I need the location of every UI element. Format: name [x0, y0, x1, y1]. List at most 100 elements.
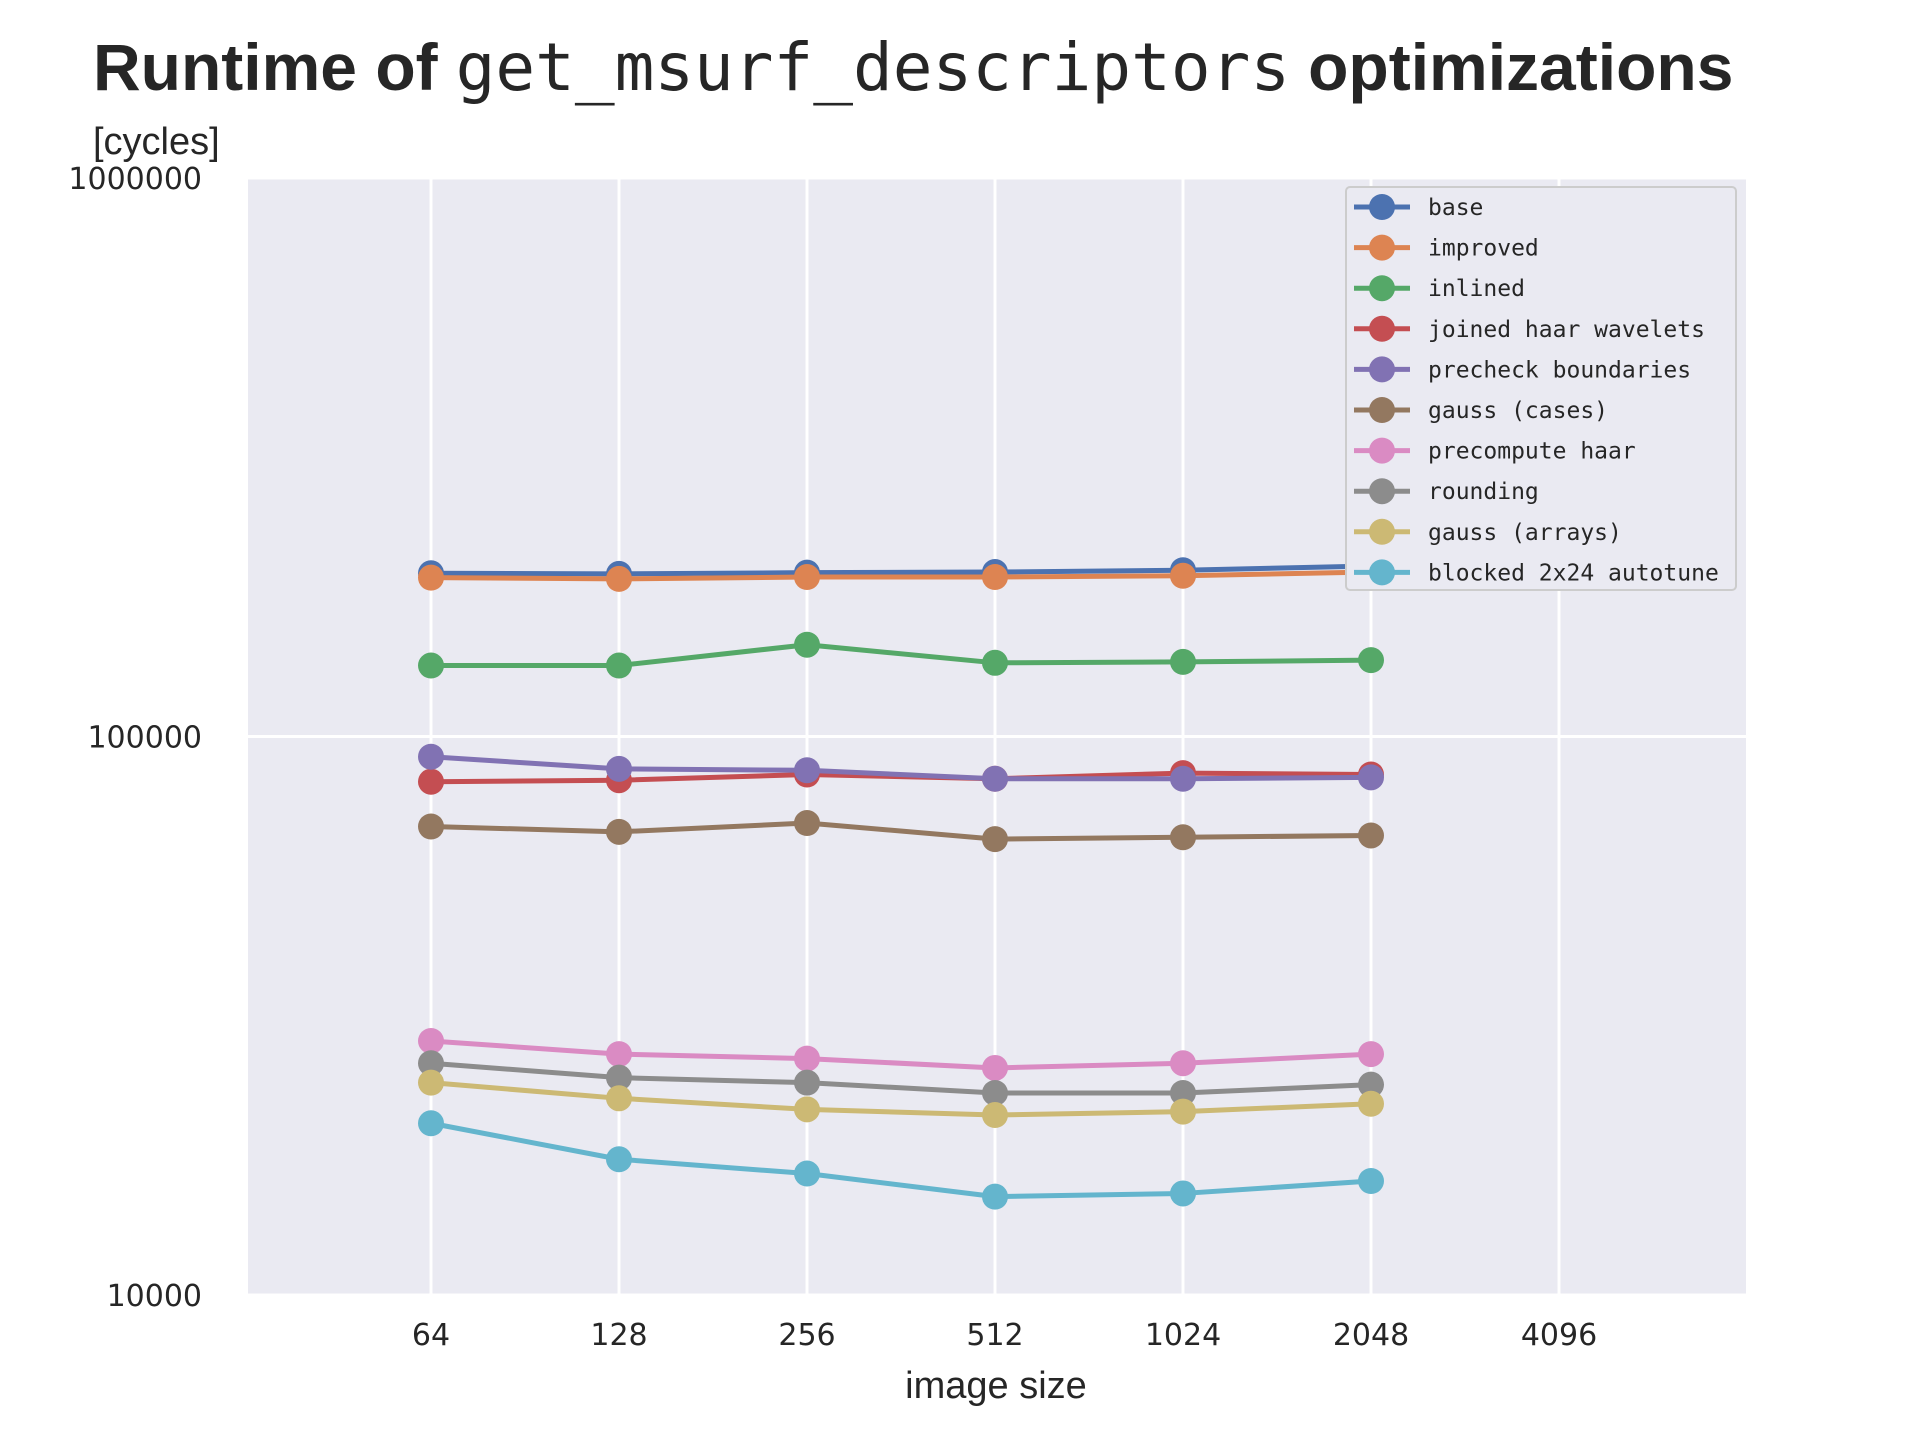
- data-point: [606, 755, 632, 782]
- legend-label: inlined: [1428, 276, 1525, 302]
- legend-label: gauss (arrays): [1428, 520, 1622, 546]
- data-point: [1170, 1050, 1196, 1077]
- title-suffix: optimizations: [1308, 30, 1733, 104]
- legend-marker: [1369, 234, 1395, 261]
- legend-marker: [1369, 315, 1395, 342]
- data-point: [418, 1110, 444, 1137]
- data-point: [794, 757, 820, 784]
- legend: base improved inlined joined haar wavelets p…: [1345, 186, 1737, 591]
- y-tick-labels: 10000 100000 1000000: [68, 162, 202, 1314]
- x-tick-label: 512: [966, 1318, 1023, 1353]
- data-point: [794, 1160, 820, 1187]
- data-point: [794, 631, 820, 658]
- series-gauss-arrays-: [418, 1069, 1384, 1129]
- x-tick-label: 2048: [1333, 1318, 1409, 1353]
- data-point: [982, 826, 1008, 853]
- series-line: [430, 754, 1372, 782]
- series-line: [430, 563, 1372, 577]
- data-point: [1170, 562, 1196, 589]
- data-point: [1358, 1090, 1384, 1117]
- data-point: [982, 1102, 1008, 1129]
- series-line: [430, 1038, 1372, 1071]
- title-prefix: Runtime of: [93, 30, 439, 104]
- data-point: [1358, 1167, 1384, 1194]
- chart-title: Runtime of get_msurf_descriptors optimizat…: [93, 29, 1733, 106]
- data-point: [418, 564, 444, 591]
- x-axis-label: image size: [905, 1365, 1087, 1407]
- data-point: [418, 1027, 444, 1054]
- legend-label: precheck boundaries: [1428, 357, 1691, 383]
- legend-box: [1345, 186, 1737, 591]
- data-point: [982, 564, 1008, 591]
- data-point: [1170, 765, 1196, 792]
- legend-marker: [1369, 437, 1395, 464]
- legend-marker: [1369, 194, 1395, 220]
- data-point: [606, 1146, 632, 1173]
- y-tick-label: 100000: [87, 721, 202, 756]
- data-point: [1358, 1071, 1384, 1098]
- series-precompute-haar: [418, 1027, 1384, 1081]
- series-blocked-2x24-autotune: [418, 1110, 1384, 1210]
- data-point: [606, 1085, 632, 1112]
- legend-label: joined haar wavelets: [1428, 317, 1705, 343]
- series-gauss-cases-: [418, 810, 1384, 853]
- data-point: [794, 810, 820, 837]
- x-tick-labels: 64 128 256 512 1024 2048 4096: [412, 1318, 1597, 1353]
- data-point: [1358, 764, 1384, 791]
- legend-marker: [1369, 397, 1395, 423]
- data-point: [982, 765, 1008, 792]
- series-inlined: [418, 631, 1384, 679]
- x-tick-label: 64: [412, 1318, 450, 1353]
- series-rounding: [418, 1050, 1384, 1106]
- series-line: [431, 642, 1372, 669]
- data-point: [1170, 1180, 1196, 1207]
- data-point: [418, 743, 444, 770]
- x-tick-label: 4096: [1521, 1318, 1597, 1353]
- y-tick-label: 1000000: [68, 162, 202, 197]
- legend-marker: [1369, 518, 1395, 545]
- data-point: [418, 1069, 444, 1096]
- x-tick-label: 128: [590, 1318, 647, 1353]
- data-point: [1358, 1041, 1384, 1068]
- data-point: [1170, 1098, 1196, 1125]
- data-point: [606, 1041, 632, 1068]
- data-point: [794, 1096, 820, 1123]
- data-point: [1170, 1079, 1196, 1106]
- legend-marker: [1369, 356, 1395, 383]
- legend-marker: [1369, 275, 1395, 302]
- data-point: [606, 818, 632, 845]
- legend-label: rounding: [1428, 479, 1539, 505]
- legend-marker: [1369, 559, 1395, 586]
- legend-label: base: [1428, 195, 1483, 221]
- legend-marker: [1369, 478, 1395, 505]
- series-line: [430, 1060, 1372, 1096]
- data-point: [1170, 824, 1196, 851]
- data-point: [1170, 648, 1196, 675]
- data-point: [794, 564, 820, 591]
- series-line: [430, 569, 1372, 582]
- series-precheck-boundaries: [418, 743, 1384, 792]
- legend-label: improved: [1428, 236, 1539, 262]
- data-point: [418, 652, 444, 679]
- data-point: [794, 1045, 820, 1072]
- series-line: [430, 820, 1372, 842]
- data-point: [606, 565, 632, 592]
- data-point: [982, 1054, 1008, 1081]
- data-point: [606, 1064, 632, 1091]
- data-point: [794, 1069, 820, 1096]
- data-point: [1358, 822, 1384, 849]
- legend-label: precompute haar: [1428, 439, 1636, 465]
- series-line: [430, 1080, 1372, 1118]
- data-point: [418, 813, 444, 840]
- data-point: [418, 768, 444, 795]
- y-axis-label: [cycles]: [93, 121, 220, 163]
- legend-label: gauss (cases): [1428, 398, 1608, 424]
- data-point: [982, 649, 1008, 676]
- grid-lines: [248, 176, 1746, 1297]
- data-point: [606, 652, 632, 679]
- y-tick-label: 10000: [107, 1279, 202, 1314]
- legend-label: blocked 2x24 autotune: [1428, 560, 1719, 586]
- data-point: [418, 1050, 444, 1077]
- data-point: [982, 1079, 1008, 1106]
